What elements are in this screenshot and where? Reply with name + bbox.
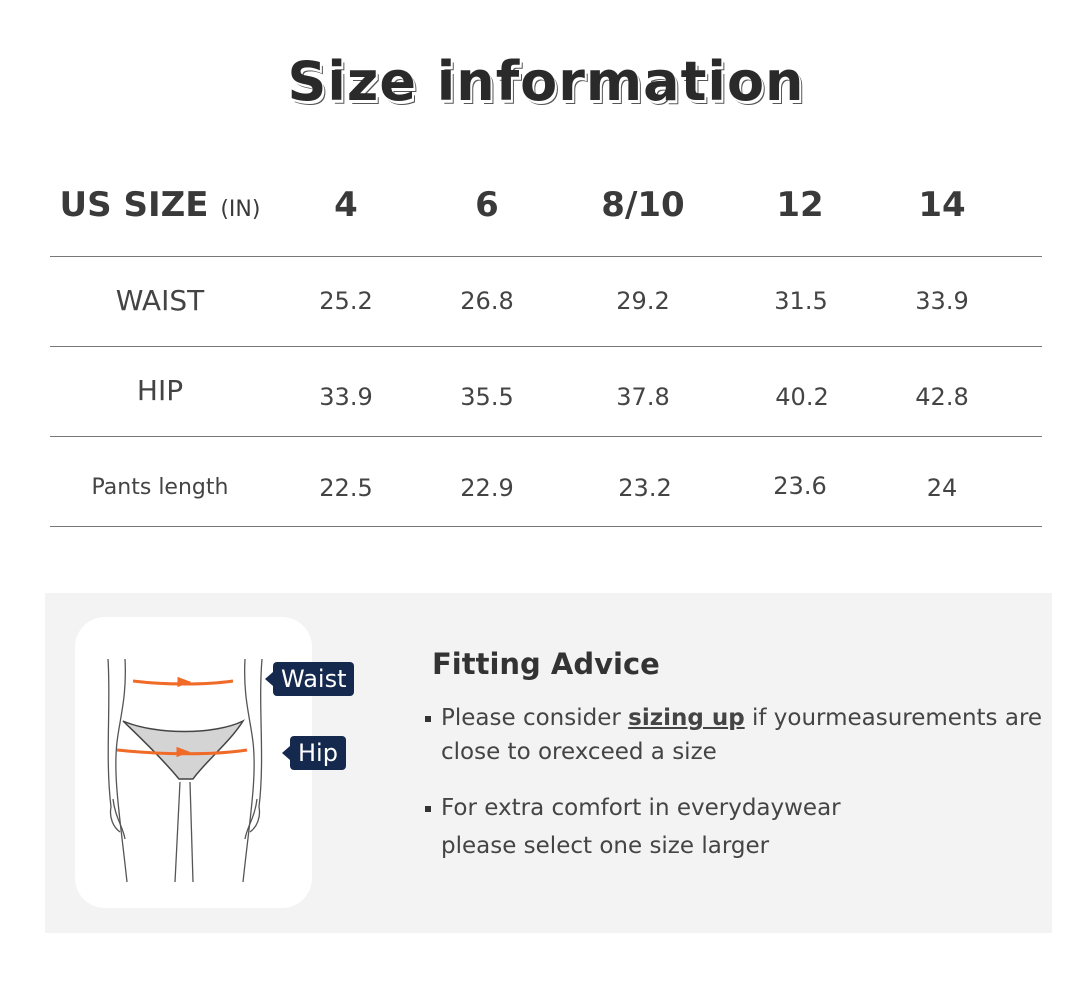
divider	[50, 346, 1042, 347]
table-row-pants-length: Pants length 22.5 22.9 23.2 23.6 24	[50, 443, 1042, 533]
body-figure-illustration	[107, 658, 263, 883]
bullet-icon	[425, 805, 431, 812]
text: For extra comfort in everydaywear	[441, 795, 841, 821]
cell: 29.2	[616, 287, 670, 315]
text: please select one size larger	[441, 833, 770, 859]
header-label: US SIZE (IN)	[50, 160, 270, 250]
row-label: HIP	[136, 374, 184, 407]
row-label: Pants length	[91, 475, 229, 500]
text: if yourmeasurements are	[744, 705, 1043, 731]
page-title: Size information	[287, 50, 805, 113]
size-8-10: 8/10	[601, 185, 685, 225]
cell: 42.8	[915, 383, 969, 411]
divider	[50, 436, 1042, 437]
cell: 35.5	[460, 383, 514, 411]
size-4: 4	[334, 185, 358, 225]
cell: 33.9	[319, 383, 373, 411]
hip-tag: Hip	[282, 736, 346, 770]
cell: 22.9	[460, 474, 514, 502]
bullet-icon	[425, 715, 431, 722]
size-12: 12	[776, 185, 824, 225]
text: Please consider	[441, 705, 629, 731]
advice-bullet-1: Please consider sizing up if yourmeasure…	[425, 701, 1042, 769]
measure-arrows	[116, 676, 248, 758]
measurement-figure-card	[75, 617, 312, 908]
cell: 26.8	[460, 287, 514, 315]
cell: 40.2	[775, 383, 829, 411]
cell: 25.2	[319, 287, 373, 315]
unit-label: (IN)	[220, 197, 261, 222]
advice-bullet-2: For extra comfort in everydaywear please…	[425, 789, 841, 865]
cell: 23.2	[618, 474, 672, 502]
sizing-up-emphasis: sizing up	[628, 705, 745, 731]
divider	[50, 526, 1042, 527]
cell: 23.6	[773, 472, 827, 500]
size-6: 6	[475, 185, 499, 225]
waist-tag: Waist	[264, 662, 355, 696]
text: close to orexceed a size	[441, 739, 717, 765]
cell: 22.5	[319, 474, 373, 502]
table-row-waist: WAIST 25.2 26.8 29.2 31.5 33.9	[50, 256, 1042, 346]
row-label: WAIST	[115, 284, 205, 317]
size-14: 14	[918, 185, 966, 225]
cell: 37.8	[616, 383, 670, 411]
table-row-hip: HIP 33.9 35.5 37.8 40.2 42.8	[50, 352, 1042, 442]
cell: 33.9	[915, 287, 969, 315]
us-size-label: US SIZE	[59, 185, 209, 225]
divider	[50, 256, 1042, 257]
fitting-advice-title: Fitting Advice	[432, 647, 660, 681]
header-row: US SIZE (IN) 4 6 8/10 12 14	[50, 160, 1042, 250]
fitting-advice-panel: Waist Hip Fitting Advice Please consider…	[45, 593, 1052, 933]
cell: 24	[926, 474, 958, 502]
cell: 31.5	[774, 287, 828, 315]
